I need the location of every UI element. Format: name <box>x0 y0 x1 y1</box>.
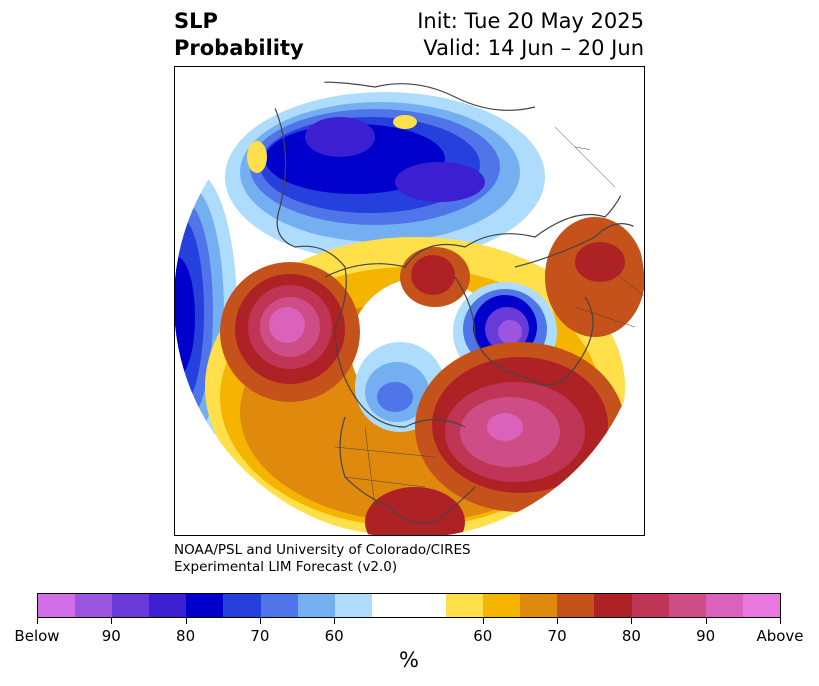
colorbar-cell <box>334 594 372 617</box>
colorbar-tick-mark <box>334 618 336 624</box>
colorbar-tick-mark <box>705 618 707 624</box>
patch <box>393 115 417 129</box>
colorbar-tick-mark <box>482 618 484 624</box>
colorbar-tick-label: 70 <box>547 627 567 645</box>
credit-line-1: NOAA/PSL and University of Colorado/CIRE… <box>174 542 471 558</box>
init-date: Init: Tue 20 May 2025 <box>417 9 644 33</box>
probability-colorbar <box>37 593 781 618</box>
colorbar-cell <box>446 594 484 617</box>
colorbar-tick-label: 70 <box>250 627 270 645</box>
colorbar-tick-label: 60 <box>324 627 344 645</box>
credit-line-2: Experimental LIM Forecast (v2.0) <box>174 559 398 575</box>
borders <box>334 126 644 508</box>
blob-ring <box>305 117 375 157</box>
blob-ring <box>498 320 522 344</box>
above-blob-east <box>545 217 644 337</box>
colorbar-unit: % <box>399 648 419 672</box>
forecast-map <box>174 66 645 536</box>
colorbar-tick-mark <box>780 618 781 624</box>
colorbar-tick-mark <box>557 618 559 624</box>
colorbar-tick-mark <box>259 618 261 624</box>
blob-ring <box>575 242 625 282</box>
blob-ring <box>269 307 305 343</box>
colorbar-tick-mark <box>185 618 187 624</box>
colorbar-cell <box>483 594 521 617</box>
patch <box>247 141 267 173</box>
colorbar-cell <box>223 594 261 617</box>
colorbar-tick-label: Above <box>756 627 804 645</box>
credit-text: NOAA/PSL and University of Colorado/CIRE… <box>174 542 471 576</box>
colorbar-tick-mark <box>111 618 113 624</box>
colorbar-cell <box>260 594 298 617</box>
colorbar-cell <box>112 594 150 617</box>
colorbar-cell <box>668 594 706 617</box>
map-title-left: SLP Probability <box>174 8 304 62</box>
colorbar-tick-label: 90 <box>101 627 121 645</box>
colorbar-tick-label: 80 <box>621 627 641 645</box>
map-title-right: Init: Tue 20 May 2025 Valid: 14 Jun – 20… <box>417 8 644 62</box>
colorbar-tick-mark <box>631 618 633 624</box>
above-blob-southeast <box>415 342 625 512</box>
probability-map-svg <box>175 81 644 535</box>
colorbar-tick-label: 80 <box>176 627 196 645</box>
colorbar-tick-label: Below <box>14 627 60 645</box>
colorbar-cell <box>186 594 224 617</box>
colorbar-cell <box>631 594 669 617</box>
colorbar-cell <box>520 594 558 617</box>
colorbar-cell <box>557 594 595 617</box>
colorbar-cell <box>38 594 76 617</box>
colorbar-cell <box>594 594 632 617</box>
colorbar-cell <box>705 594 743 617</box>
metric-label: Probability <box>174 36 304 60</box>
colorbar-cell <box>75 594 113 617</box>
above-blob-greenland <box>400 247 470 307</box>
blob-ring <box>175 257 195 377</box>
colorbar-tick-mark <box>37 618 38 624</box>
blob-ring <box>377 382 413 412</box>
valid-range: Valid: 14 Jun – 20 Jun <box>423 36 644 60</box>
blob-ring <box>411 255 455 295</box>
colorbar-cell <box>408 594 447 617</box>
colorbar-tick-label: 90 <box>696 627 716 645</box>
below-blob-arctic <box>225 92 545 262</box>
colorbar-cell <box>149 594 187 617</box>
colorbar-cell <box>742 594 780 617</box>
colorbar-tick-label: 60 <box>473 627 493 645</box>
colorbar-cell <box>371 594 409 617</box>
colorbar-cell <box>297 594 335 617</box>
blob-ring <box>395 162 485 202</box>
above-blob-west <box>220 262 360 402</box>
blob-ring <box>487 413 523 441</box>
field-label: SLP <box>174 9 218 33</box>
